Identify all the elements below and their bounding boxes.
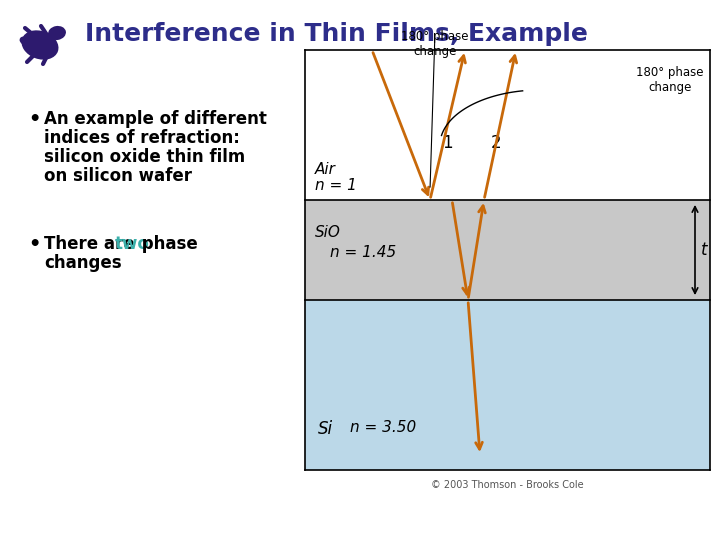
Text: 180° phase
change: 180° phase change [401,30,469,58]
Text: t: t [701,241,708,259]
Text: Interference in Thin Films, Example: Interference in Thin Films, Example [85,22,588,46]
Text: 2: 2 [491,134,501,152]
Text: •: • [28,110,40,129]
Ellipse shape [22,30,58,60]
Text: two: two [114,235,149,253]
Bar [305,50,710,200]
Text: changes: changes [44,254,122,272]
Bar [305,200,710,300]
Text: Air: Air [315,162,336,177]
Text: n = 1.45: n = 1.45 [330,245,396,260]
Text: © 2003 Thomson - Brooks Cole: © 2003 Thomson - Brooks Cole [431,480,584,490]
Text: There are: There are [44,235,140,253]
Text: •: • [28,235,40,254]
Text: SiO: SiO [315,225,341,240]
Text: on silicon wafer: on silicon wafer [44,167,192,185]
Text: Si: Si [318,420,333,438]
Bar [305,300,710,470]
Text: silicon oxide thin film: silicon oxide thin film [44,148,246,166]
Text: n = 1: n = 1 [315,178,357,193]
Text: An example of different: An example of different [44,110,267,128]
Ellipse shape [48,26,66,40]
Text: phase: phase [135,235,197,253]
Text: 180° phase
change: 180° phase change [636,66,703,94]
Text: 1: 1 [441,134,452,152]
Text: indices of refraction:: indices of refraction: [44,129,240,147]
Text: n = 3.50: n = 3.50 [350,420,416,435]
